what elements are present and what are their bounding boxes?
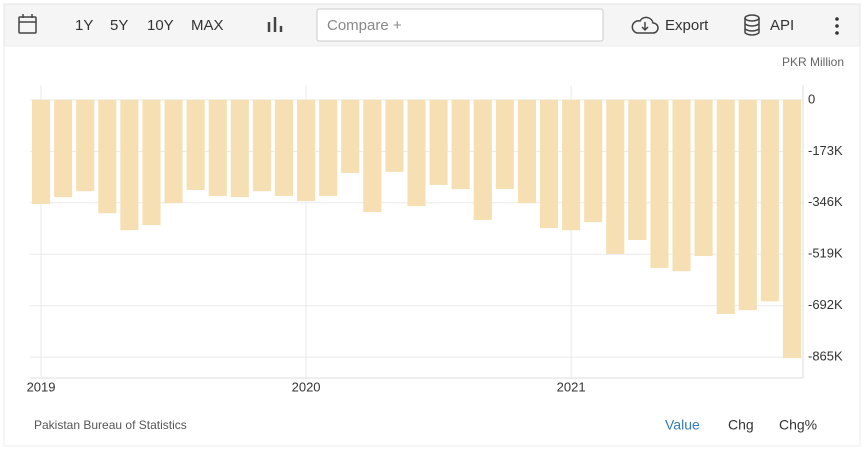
range-button[interactable]: 5Y	[110, 17, 128, 34]
y-tick-label: 0	[808, 91, 815, 106]
compare-input[interactable]	[316, 8, 604, 42]
api-button[interactable]: API	[770, 17, 794, 34]
bar[interactable]	[31, 99, 51, 204]
bar[interactable]	[186, 99, 205, 191]
range-button[interactable]: MAX	[191, 17, 224, 34]
bar[interactable]	[760, 99, 779, 302]
unit-label: PKR Million	[782, 55, 844, 69]
y-tick-label: -519K	[808, 246, 843, 261]
bar[interactable]	[473, 99, 492, 221]
bar[interactable]	[650, 99, 669, 268]
export-icon[interactable]	[631, 16, 659, 34]
source: Pakistan Bureau of Statistics	[34, 418, 187, 432]
bar[interactable]	[495, 99, 514, 190]
bar[interactable]	[98, 99, 117, 214]
range-button[interactable]: 10Y	[147, 17, 174, 34]
x-tick-label: 2020	[292, 379, 321, 394]
view-tab[interactable]: Chg	[728, 417, 754, 433]
bar[interactable]	[54, 99, 73, 198]
bar[interactable]	[208, 99, 227, 196]
x-tick-label: 2021	[557, 379, 586, 394]
bar[interactable]	[363, 99, 382, 213]
y-tick-label: -346K	[808, 194, 843, 209]
bar[interactable]	[539, 99, 559, 229]
bar[interactable]	[451, 99, 470, 190]
x-tick-label: 2019	[27, 379, 56, 394]
bar[interactable]	[584, 99, 603, 223]
bar[interactable]	[120, 99, 139, 231]
api-icon[interactable]	[744, 14, 760, 36]
bar[interactable]	[517, 99, 536, 204]
y-tick-label: -173K	[808, 143, 843, 158]
bar[interactable]	[142, 99, 161, 226]
bar[interactable]	[694, 99, 713, 257]
view-tab[interactable]: Value	[665, 417, 700, 433]
compare-placeholder[interactable]: Compare +	[327, 17, 402, 34]
range-button[interactable]: 1Y	[75, 17, 93, 34]
view-tab[interactable]: Chg%	[779, 417, 817, 433]
bar[interactable]	[628, 99, 647, 240]
bar[interactable]	[385, 99, 404, 172]
bar[interactable]	[716, 99, 735, 315]
calendar-icon[interactable]	[18, 14, 37, 34]
y-tick-label: -865K	[808, 349, 843, 364]
y-tick-label: -692K	[808, 297, 843, 312]
bar[interactable]	[76, 99, 95, 192]
bar[interactable]	[297, 99, 316, 202]
bar[interactable]	[319, 99, 338, 196]
bar[interactable]	[274, 99, 294, 196]
bar[interactable]	[429, 99, 448, 185]
bar[interactable]	[407, 99, 426, 207]
bar[interactable]	[672, 99, 691, 272]
bar[interactable]	[562, 99, 581, 231]
bar[interactable]	[782, 99, 802, 359]
bar[interactable]	[341, 99, 360, 174]
bar[interactable]	[164, 99, 183, 204]
menu-icon[interactable]	[835, 17, 839, 35]
bar[interactable]	[230, 99, 249, 198]
bar[interactable]	[606, 99, 625, 254]
bar[interactable]	[252, 99, 271, 192]
bar[interactable]	[738, 99, 757, 311]
chart-type-icon[interactable]	[267, 17, 283, 32]
export-button[interactable]: Export	[665, 17, 709, 34]
